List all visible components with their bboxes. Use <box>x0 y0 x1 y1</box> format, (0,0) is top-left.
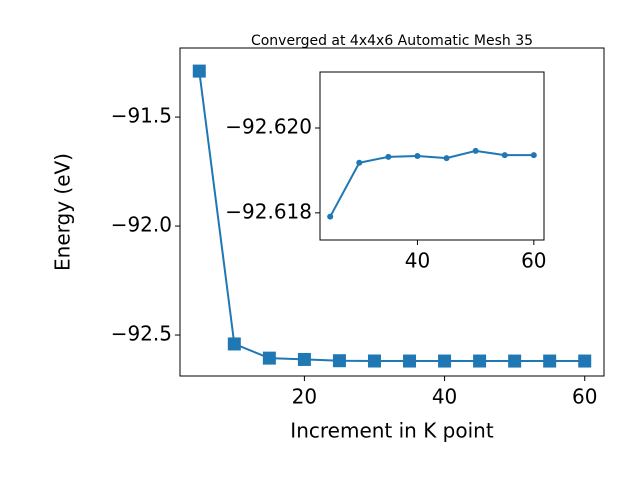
data-point <box>443 155 450 162</box>
data-point <box>472 147 479 154</box>
y-tick-label: −92.618 <box>225 199 312 223</box>
data-point <box>327 213 334 220</box>
x-tick-label: 40 <box>432 385 457 409</box>
y-tick-label: −92.620 <box>225 115 312 139</box>
data-point <box>262 351 276 365</box>
x-tick-label: 20 <box>292 385 317 409</box>
y-tick-label: −91.5 <box>111 104 172 128</box>
data-point <box>508 354 522 368</box>
data-point <box>367 354 381 368</box>
data-point <box>385 153 392 160</box>
y-tick-label: −92.5 <box>111 322 172 346</box>
data-point <box>192 64 206 78</box>
data-point <box>356 159 363 166</box>
data-point <box>403 354 417 368</box>
data-point <box>297 352 311 366</box>
x-axis-label: Increment in K point <box>290 419 494 443</box>
data-point <box>332 354 346 368</box>
data-point <box>438 354 452 368</box>
x-tick-label: 40 <box>405 249 430 273</box>
data-point <box>473 354 487 368</box>
data-point <box>227 337 241 351</box>
data-point <box>578 354 592 368</box>
y-axis-label: Energy (eV) <box>51 153 75 271</box>
data-point <box>543 354 557 368</box>
chart-title: Converged at 4x4x6 Automatic Mesh 35 <box>251 33 533 49</box>
x-tick-label: 60 <box>572 385 597 409</box>
data-point <box>530 152 537 159</box>
data-point <box>414 153 421 159</box>
data-point <box>501 152 508 159</box>
series-line <box>329 149 534 218</box>
x-tick-label: 60 <box>521 249 546 273</box>
y-tick-label: −92.0 <box>111 213 172 237</box>
